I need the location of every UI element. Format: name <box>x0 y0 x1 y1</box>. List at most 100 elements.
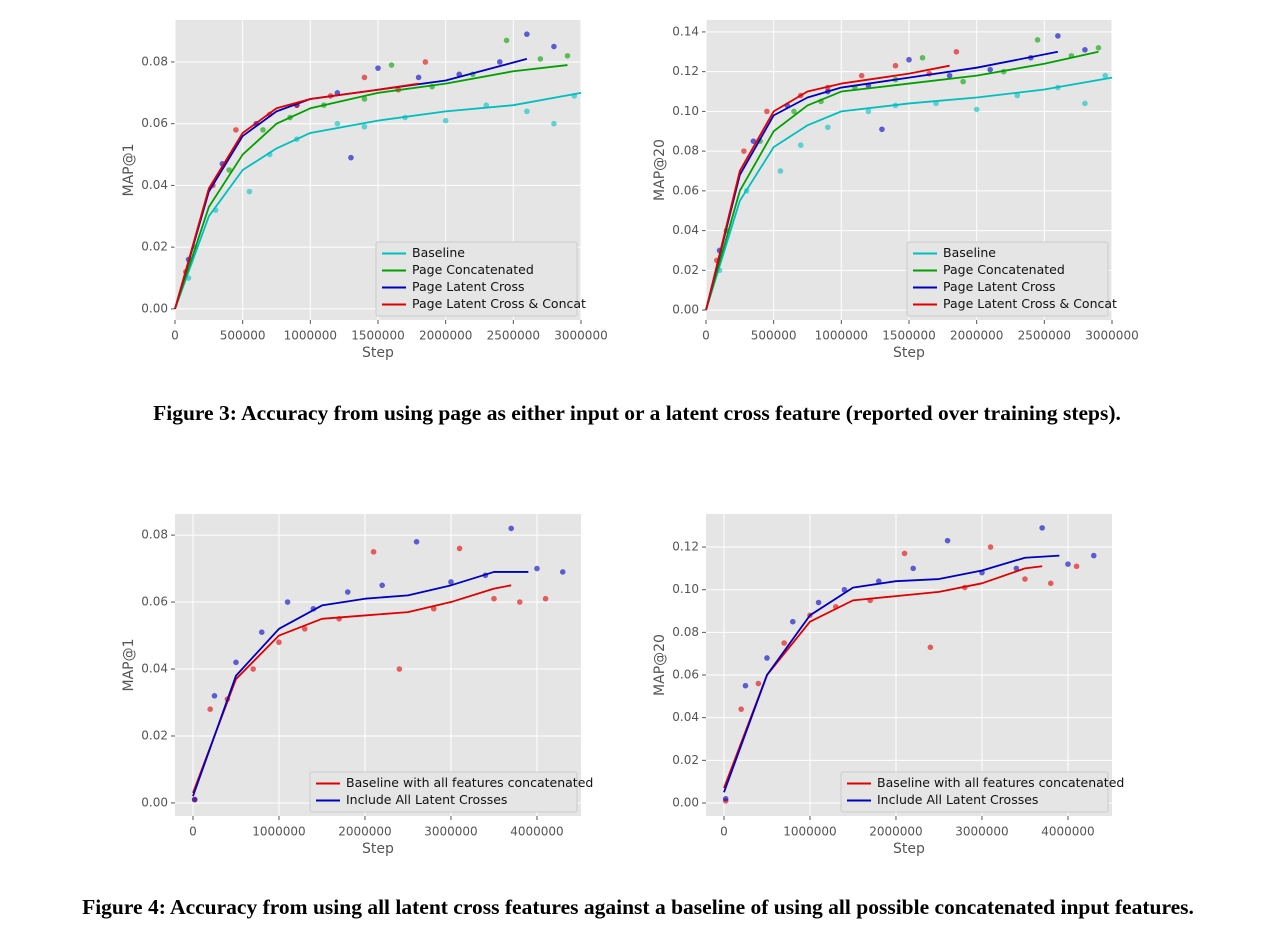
y-axis-label: MAP@1 <box>121 638 137 691</box>
legend-box <box>375 241 578 317</box>
scatter-point <box>1090 552 1097 559</box>
legend-label: Page Latent Cross <box>412 279 525 294</box>
y-tick-label: 0.08 <box>672 144 699 158</box>
x-tick-label: 1500000 <box>882 329 935 343</box>
scatter-point <box>777 168 784 174</box>
y-tick-label: 0.02 <box>141 240 168 254</box>
scatter-point <box>491 595 497 602</box>
fit-line <box>174 82 419 310</box>
scatter-point <box>344 589 351 595</box>
y-tick-label: 0.14 <box>672 24 699 38</box>
caption: Figure 4: Accuracy from using all latent… <box>82 895 1194 919</box>
scatter-point <box>551 43 557 50</box>
scatter-point <box>396 666 403 672</box>
scatter-point <box>944 537 951 544</box>
scatter-point <box>442 117 449 124</box>
scatter-point <box>191 796 198 803</box>
x-tick-label: 2000000 <box>869 825 922 839</box>
legend: Baseline with all features concatenated I… <box>309 771 593 813</box>
fit-line <box>705 64 950 311</box>
scatter-point <box>973 106 980 113</box>
scatter-point <box>946 72 953 79</box>
scatter-point <box>226 167 232 173</box>
scatter-point <box>361 74 368 81</box>
scatter-point <box>927 644 934 651</box>
x-tick-label: 0 <box>720 825 728 839</box>
scatter-point <box>987 544 994 550</box>
y-tick-label: 0.06 <box>672 183 699 197</box>
y-tick-label: 0.00 <box>672 303 699 317</box>
fit-line <box>174 64 568 310</box>
scatter-point <box>919 54 926 61</box>
scatter-point <box>1073 563 1080 570</box>
scatter-point <box>246 188 253 195</box>
scatter-point <box>551 120 557 127</box>
scatter-point <box>534 565 540 572</box>
scatter-point <box>564 53 571 59</box>
chart: 0.00 0.02 0.04 0.06 0.08 0 500000 1000000 150000… <box>121 20 608 361</box>
scatter-point <box>1082 47 1088 53</box>
scatter-point <box>260 127 266 133</box>
plot-area <box>175 514 581 816</box>
scatter-point <box>524 31 530 37</box>
y-tick-label: 0.06 <box>141 116 168 130</box>
legend: Baseline Page Concatenated Page Latent Cro… <box>906 241 1117 317</box>
scatter-point <box>1039 525 1045 531</box>
scatter-point <box>1055 33 1061 39</box>
legend-label: Page Latent Cross & Concat <box>412 296 586 311</box>
plot-marks <box>174 31 582 310</box>
scatter-point <box>901 550 908 557</box>
y-tick-label: 0.10 <box>672 104 699 118</box>
y-tick-label: 0.10 <box>672 582 699 596</box>
scatter-point <box>537 56 544 62</box>
y-tick-label: 0.08 <box>672 625 699 639</box>
x-tick-label: 1000000 <box>815 329 868 343</box>
scatter-point <box>375 65 381 71</box>
y-tick-label: 0.02 <box>672 753 699 767</box>
scatter-point <box>497 59 503 65</box>
x-tick-label: 3000000 <box>1085 329 1138 343</box>
x-axis-label: Step <box>362 345 394 361</box>
y-tick-label: 0.04 <box>672 710 699 724</box>
y-axis-label: MAP@20 <box>652 139 668 201</box>
x-tick-label: 3000000 <box>424 825 477 839</box>
chart: 0.00 0.02 0.04 0.06 0.08 0.10 0.12 0 1000000 2000… <box>652 514 1124 857</box>
scatter-point <box>892 62 899 69</box>
scatter-point <box>422 59 429 65</box>
scatter-point <box>1047 580 1054 587</box>
x-tick-label: 0 <box>171 329 179 343</box>
fit-line <box>705 76 1113 311</box>
scatter-point <box>379 582 385 589</box>
y-axis-label: MAP@20 <box>652 634 668 696</box>
plot-area <box>706 514 1112 816</box>
scatter-point <box>334 120 341 127</box>
legend-box <box>906 241 1109 317</box>
chart: 0.00 0.02 0.04 0.06 0.08 0 1000000 2000000 30000… <box>121 514 593 857</box>
scatter-point <box>413 538 420 545</box>
scatter-point <box>987 66 993 73</box>
scatter-point <box>865 108 872 115</box>
y-tick-label: 0.06 <box>141 595 168 609</box>
scatter-point <box>301 626 308 632</box>
legend-label: Page Concatenated <box>943 262 1065 277</box>
scatter-point <box>233 659 239 666</box>
x-tick-label: 3000000 <box>955 825 1008 839</box>
x-axis-label: Step <box>893 841 925 857</box>
y-tick-label: 0.12 <box>672 540 699 554</box>
y-tick-label: 0.08 <box>141 528 168 542</box>
legend-label: Baseline with all features concatenated <box>877 775 1124 790</box>
legend-label: Include All Latent Crosses <box>346 792 507 807</box>
x-tick-label: 1000000 <box>783 825 836 839</box>
x-tick-label: 2500000 <box>487 329 540 343</box>
y-tick-label: 0.00 <box>141 795 168 809</box>
scatter-point <box>1102 72 1109 79</box>
scatter-point <box>524 108 530 115</box>
x-axis-label: Step <box>893 345 925 361</box>
x-tick-label: 500000 <box>751 329 797 343</box>
scatter-point <box>430 605 437 612</box>
scatter-point <box>456 545 463 552</box>
fit-line <box>174 58 528 310</box>
x-axis-label: Step <box>362 841 394 857</box>
scatter-point <box>741 148 747 154</box>
scatter-point <box>791 108 797 115</box>
